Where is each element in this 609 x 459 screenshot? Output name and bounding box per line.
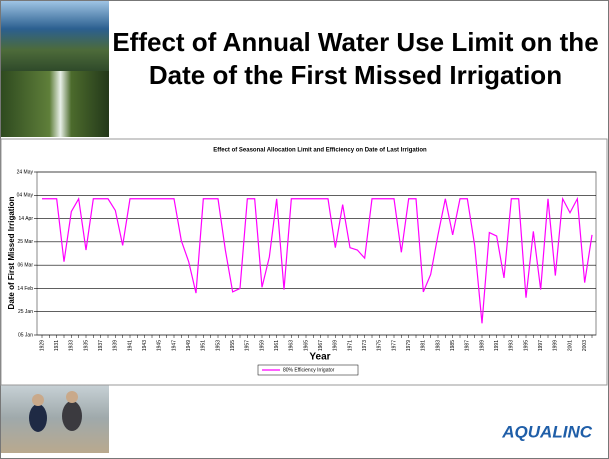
x-tick-label: 1941 <box>127 340 133 351</box>
x-tick-label: 1969 <box>333 340 339 351</box>
y-tick-label: 04 May <box>17 193 34 199</box>
x-tick-label: 2003 <box>582 340 588 351</box>
x-axis-label: Year <box>309 352 330 363</box>
legend-label: 80% Efficiency Irrigator <box>283 367 335 373</box>
plot-area <box>36 171 597 336</box>
x-tick-label: 1957 <box>245 340 251 351</box>
y-tick-label: 25 Mar <box>17 239 33 245</box>
y-axis-label: Date of First Missed Irrigation <box>7 196 16 309</box>
x-tick-label: 1977 <box>391 340 397 351</box>
x-tick-label: 1961 <box>274 340 280 351</box>
legend-box <box>257 364 359 376</box>
logo: AQUALINC <box>501 422 592 441</box>
y-tick-label: 06 Mar <box>17 262 33 268</box>
x-tick-label: 1949 <box>186 340 192 351</box>
x-tick-label: 1993 <box>509 340 515 351</box>
y-tick-label: 25 Jan <box>18 309 33 315</box>
beach-photo <box>1 383 109 453</box>
y-tick-label: 24 May <box>17 169 34 175</box>
x-tick-label: 1951 <box>201 340 207 351</box>
y-tick-label: 14 Feb <box>17 286 33 292</box>
x-tick-label: 1983 <box>435 340 441 351</box>
x-tick-label: 1995 <box>523 340 529 351</box>
x-tick-label: 1973 <box>362 340 368 351</box>
lake-photo <box>1 1 109 71</box>
x-tick-label: 1979 <box>406 340 412 351</box>
child-figure <box>29 404 47 432</box>
x-tick-label: 1989 <box>479 340 485 351</box>
data-line <box>42 196 593 324</box>
slide-title: Effect of Annual Water Use Limit on the … <box>112 27 599 90</box>
x-tick-label: 1933 <box>69 340 75 351</box>
x-tick-label: 1997 <box>538 340 544 351</box>
x-tick-label: 1943 <box>142 340 148 351</box>
x-tick-label: 1965 <box>303 340 309 351</box>
x-tick-label: 1971 <box>347 340 353 351</box>
x-tick-label: 1945 <box>157 340 163 351</box>
chart-title: Effect of Seasonal Allocation Limit and … <box>213 148 427 154</box>
child-figure <box>62 401 82 431</box>
x-tick-label: 1963 <box>289 340 295 351</box>
x-tick-label: 1935 <box>83 340 89 351</box>
x-tick-label: 1991 <box>494 340 500 351</box>
x-tick-label: 1981 <box>421 340 427 351</box>
x-tick-label: 1975 <box>377 340 383 351</box>
x-tick-label: 1985 <box>450 340 456 351</box>
x-tick-label: 1987 <box>465 340 471 351</box>
y-tick-label: 05 Jan <box>18 332 33 338</box>
x-tick-label: 1955 <box>230 340 236 351</box>
x-tick-label: 1967 <box>318 340 324 351</box>
x-tick-label: 1929 <box>39 340 45 351</box>
child-head <box>32 394 44 406</box>
x-tick-label: 1939 <box>113 340 119 351</box>
waterfall-photo <box>1 71 109 137</box>
x-tick-label: 1937 <box>98 340 104 351</box>
x-tick-label: 1947 <box>171 340 177 351</box>
x-tick-label: 2001 <box>567 340 573 351</box>
x-tick-label: 1959 <box>259 340 265 351</box>
x-tick-label: 1953 <box>215 340 221 351</box>
y-tick-label: 14 Apr <box>19 216 34 222</box>
x-tick-label: 1931 <box>54 340 60 351</box>
x-tick-label: 1999 <box>553 340 559 351</box>
child-head <box>66 391 78 403</box>
